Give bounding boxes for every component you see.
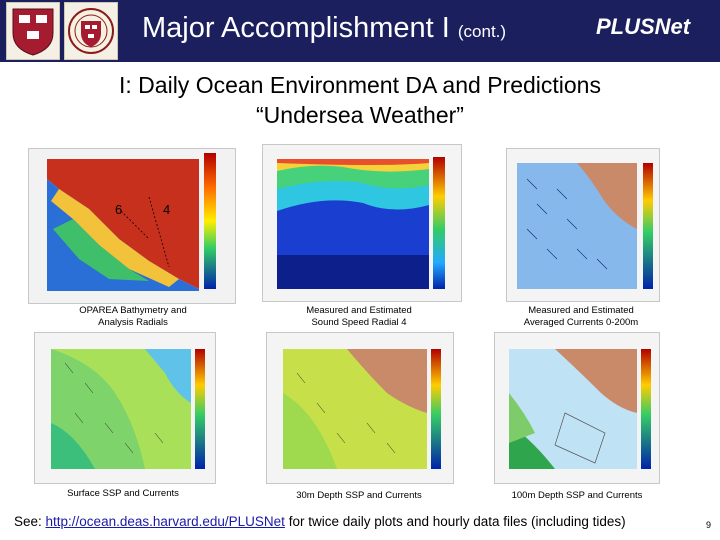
caption-averaged-currents: Measured and Estimated Averaged Currents …: [523, 305, 639, 328]
seal-logo: [64, 2, 118, 60]
caption-surface-ssp: Surface SSP and Currents: [67, 488, 179, 499]
bathymetry-map-figure: [28, 148, 236, 304]
caption-30m-ssp: 30m Depth SSP and Currents: [296, 490, 422, 501]
sound-speed-section-figure: [262, 144, 462, 302]
header-banner: Major Accomplishment I (cont.) PLUSNet: [0, 0, 720, 62]
footer-prefix: See:: [14, 514, 46, 529]
page-number: 9: [706, 520, 712, 530]
caption-sound-speed: Measured and Estimated Sound Speed Radial…: [306, 305, 412, 328]
caption-100m-ssp: 100m Depth SSP and Currents: [511, 490, 643, 501]
footer-note: See: http://ocean.deas.harvard.edu/PLUSN…: [14, 514, 626, 529]
ssp-100m-figure: [494, 332, 660, 484]
footer-suffix: for twice daily plots and hourly data fi…: [284, 514, 626, 529]
brand-logo-text: PLUSNet: [596, 14, 691, 39]
averaged-currents-figure: [506, 148, 660, 302]
slide-subtitle: I: Daily Ocean Environment DA and Predic…: [0, 70, 720, 130]
title-suffix: (cont.): [457, 22, 507, 41]
slide-title: Major Accomplishment I (cont.): [142, 12, 507, 44]
caption-bathymetry: OPAREA Bathymetry and Analysis Radials: [79, 305, 187, 328]
plusnet-link[interactable]: http://ocean.deas.harvard.edu/PLUSNet: [45, 514, 285, 529]
radial-label-6: 6: [115, 202, 123, 217]
surface-ssp-figure: [34, 332, 216, 484]
subtitle-line-2: “Undersea Weather”: [256, 102, 464, 128]
subtitle-line-1: I: Daily Ocean Environment DA and Predic…: [119, 72, 601, 98]
harvard-shield-logo: [6, 2, 60, 60]
radial-label-4: 4: [163, 202, 171, 217]
ssp-30m-figure: [266, 332, 454, 484]
